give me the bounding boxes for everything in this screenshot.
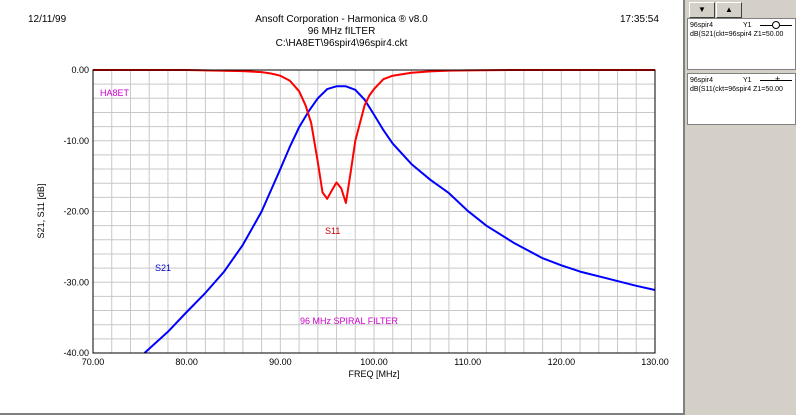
time-label: 17:35:54: [620, 14, 659, 25]
scroll-up-button[interactable]: ▲: [716, 2, 742, 18]
x-axis-label: FREQ [MHz]: [349, 369, 400, 379]
y-tick-label: -20.00: [63, 207, 89, 217]
x-tick-label: 110.00: [454, 357, 481, 367]
x-tick-label: 80.00: [175, 357, 198, 367]
file-path: C:\HA8ET\96spir4\96spir4.ckt: [275, 38, 408, 49]
legend-axis: Y1: [743, 77, 752, 84]
chart-title: 96 MHz fILTER: [307, 26, 376, 37]
legend-circuit-name: 96spir4: [690, 22, 713, 29]
series-lines: [93, 69, 656, 354]
series-line-s11: [93, 69, 655, 204]
plot-frame: [92, 69, 656, 354]
series-line-s21: [143, 85, 656, 354]
y-tick-label: -10.00: [63, 136, 89, 146]
company-title: Ansoft Corporation - Harmonica ® v8.0: [255, 14, 428, 25]
chart[interactable]: 70.00 80.00 90.00 100.00 110.00 120.00 130.00 0…: [0, 0, 683, 413]
legend-circuit-name: 96spir4: [690, 77, 713, 84]
y-tick-label: -40.00: [63, 348, 89, 358]
legend-expression: dB(S21(ckt=96spir4 Z1=50.00: [690, 31, 784, 38]
y-tick-label: -30.00: [63, 277, 89, 287]
circle-marker-icon: [772, 21, 780, 29]
x-tick-label: 100.00: [360, 357, 388, 367]
legend-entry-s21[interactable]: 96spir4 Y1 dB(S21(ckt=96spir4 Z1=50.00: [687, 18, 796, 70]
x-tick-label: 90.00: [269, 357, 292, 367]
grid: [93, 70, 655, 353]
up-arrow-icon: ▲: [725, 5, 733, 14]
plus-marker-icon: +: [775, 74, 781, 84]
plot-window: 12/11/99 17:35:54 Ansoft Corporation - H…: [0, 0, 685, 415]
date-label: 12/11/99: [28, 14, 67, 25]
legend-expression: dB(S11(ckt=96spir4 Z1=50.00: [690, 86, 783, 93]
annotation-ha8et: HA8ET: [100, 88, 130, 98]
y-axis-label: S21, S11 [dB]: [36, 184, 46, 239]
legend-line-sample: [760, 80, 792, 81]
legend-axis: Y1: [743, 22, 752, 29]
annotation-filter-name: 96 MHz SPIRAL FILTER: [300, 316, 399, 326]
y-tick-label: 0.00: [71, 65, 89, 75]
x-tick-label: 130.00: [641, 357, 669, 367]
legend-entry-s11[interactable]: 96spir4 Y1 + dB(S11(ckt=96spir4 Z1=50.00: [687, 73, 796, 125]
series-label-s21: S21: [155, 263, 171, 273]
x-tick-label: 120.00: [548, 357, 576, 367]
x-tick-label: 70.00: [82, 357, 105, 367]
scroll-down-button[interactable]: ▼: [689, 2, 715, 18]
tick-labels: 70.00 80.00 90.00 100.00 110.00 120.00 130.00 0…: [63, 65, 668, 367]
series-label-s11: S11: [325, 226, 340, 236]
legend-panel: ▼ ▲ 96spir4 Y1 dB(S21(ckt=96spir4 Z1=50.…: [685, 0, 796, 415]
down-arrow-icon: ▼: [698, 5, 706, 14]
